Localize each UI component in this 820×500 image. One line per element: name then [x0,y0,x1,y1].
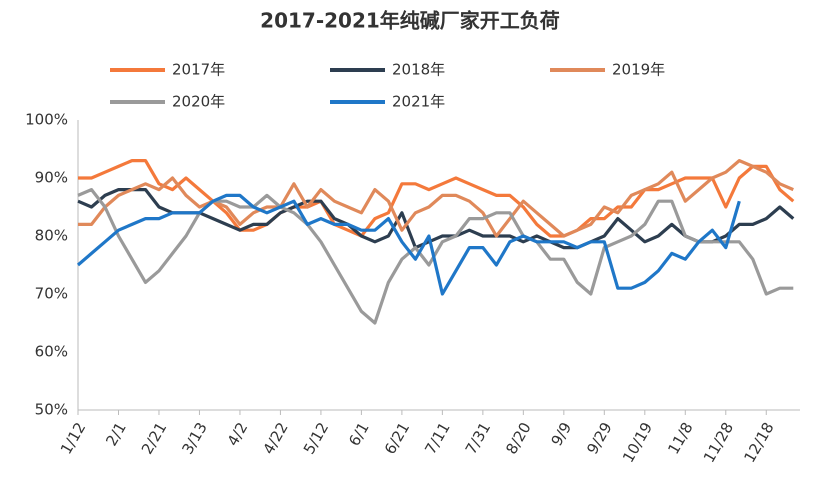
legend-label: 2018年 [392,61,445,79]
x-tick-label: 8/20 [502,419,534,457]
y-tick-label: 100% [25,111,68,129]
x-tick-label: 4/22 [259,419,291,457]
x-tick-label: 9/29 [583,419,615,457]
legend-label: 2017年 [172,61,225,79]
y-tick-label: 90% [35,169,68,187]
x-tick-label: 12/18 [740,419,777,465]
series-line [77,188,794,325]
x-tick-label: 6/1 [345,419,373,449]
legend-label: 2019年 [612,61,665,79]
series-line [78,159,795,238]
legend-label: 2021年 [392,93,445,111]
x-tick-label: 11/8 [664,419,696,457]
y-tick-label: 70% [35,285,68,303]
y-tick-label: 80% [35,227,68,245]
series-line [76,193,741,296]
x-tick-label: 7/11 [421,419,453,457]
x-tick-label: 10/19 [619,419,656,465]
x-tick-label: 2/1 [102,419,130,449]
series-line [78,159,794,238]
y-tick-label: 60% [35,343,68,361]
x-tick-label: 4/2 [224,419,252,449]
x-tick-label: 11/28 [700,419,737,465]
chart-title: 2017-2021年纯碱厂家开工负荷 [260,9,560,33]
legend-label: 2020年 [172,93,225,111]
x-tick-label: 5/12 [300,419,332,457]
x-tick-label: 3/13 [178,419,210,457]
x-tick-label: 9/9 [548,419,576,449]
x-tick-label: 6/21 [381,419,413,457]
y-tick-label: 50% [35,401,68,419]
x-tick-label: 7/31 [462,419,494,457]
x-tick-label: 2/21 [138,419,170,457]
x-tick-label: 1/12 [57,419,89,457]
